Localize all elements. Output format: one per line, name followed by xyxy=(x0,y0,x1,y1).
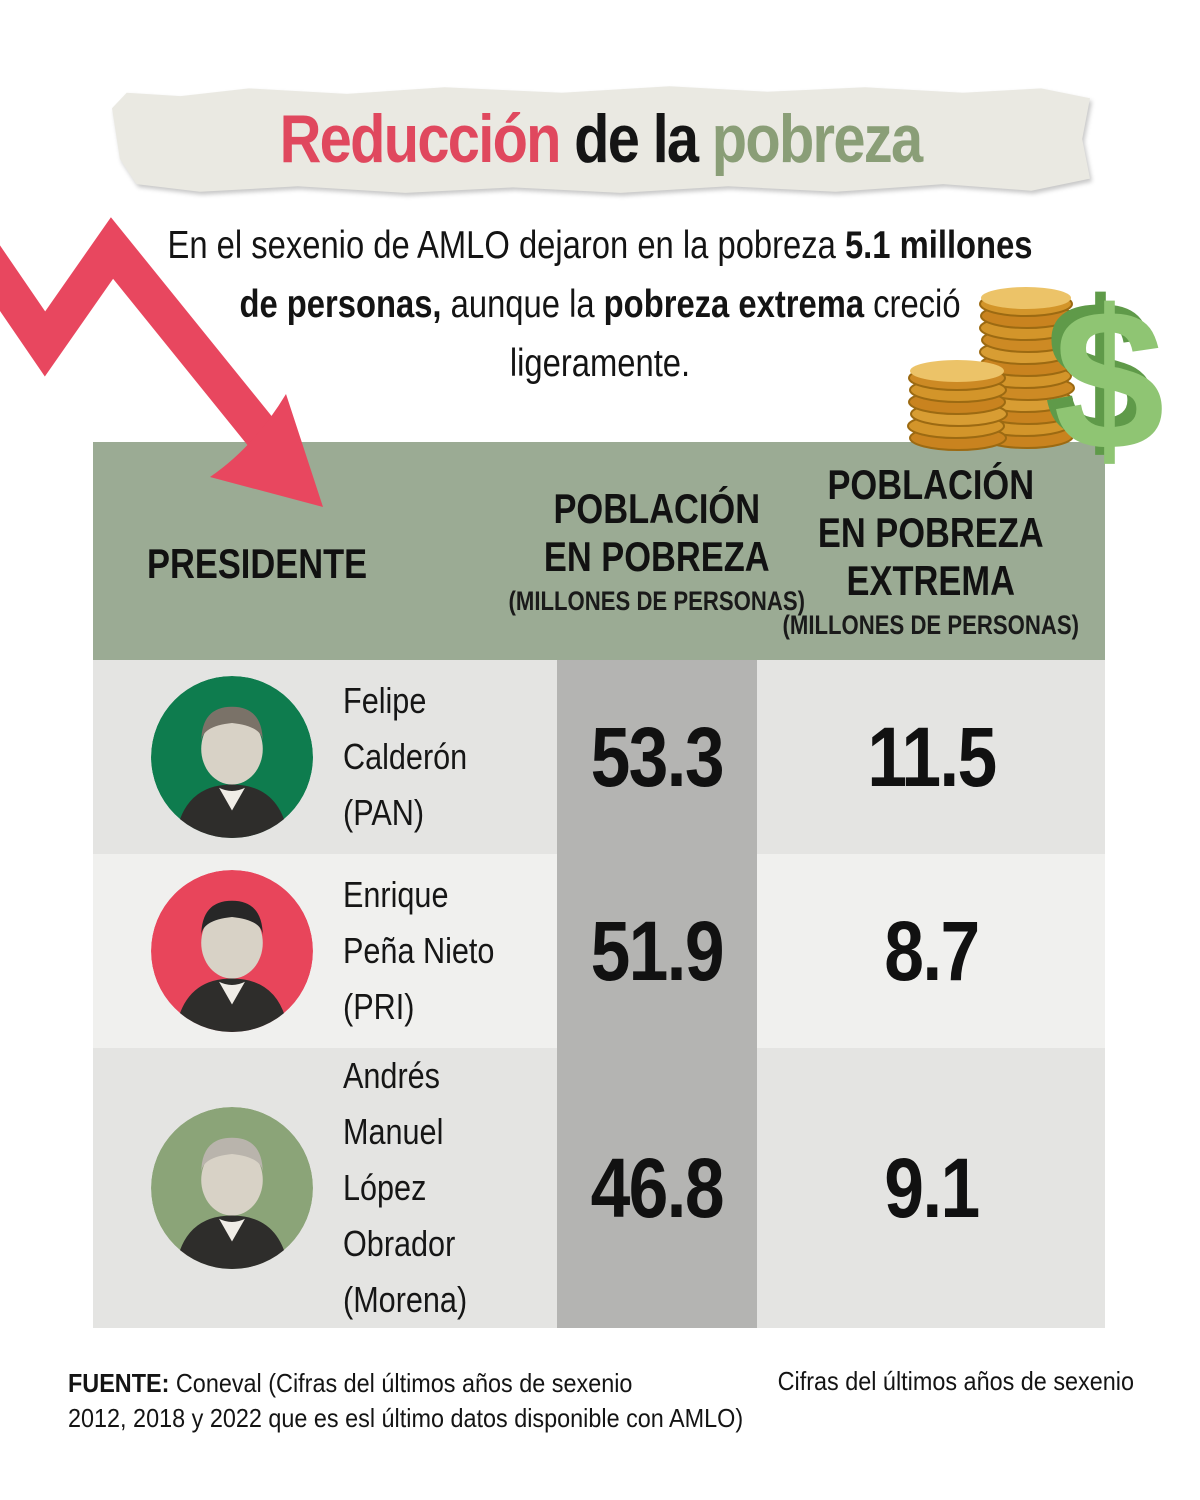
president-cell: Enrique Peña Nieto (PRI) xyxy=(93,854,557,1048)
pobreza-extrema-cell: 9.1 xyxy=(757,1048,1105,1328)
header-line: POBLACIÓN xyxy=(827,460,1035,508)
table-header: PRESIDENTE POBLACIÓN EN POBREZA (MILLONE… xyxy=(93,442,1105,660)
source-text: 2012, 2018 y 2022 que es esl último dato… xyxy=(68,1403,744,1433)
president-name: Felipe Calderón (PAN) xyxy=(343,680,468,833)
right-note: Cifras del últimos años de sexenio xyxy=(777,1366,1134,1396)
source-text: Coneval (Cifras del últimos años de sexe… xyxy=(169,1368,633,1398)
header-line: POBLACIÓN xyxy=(553,484,761,532)
president-cell: Andrés Manuel López Obrador (Morena) xyxy=(93,1048,557,1328)
source-note-line-1: FUENTE: Coneval (Cifras del últimos años… xyxy=(68,1366,743,1401)
person-icon xyxy=(151,676,313,838)
header-line: EN POBREZA xyxy=(544,532,770,580)
column-header-pobreza-text: POBLACIÓN EN POBREZA (MILLONES DE PERSON… xyxy=(509,485,805,618)
column-header-pobreza-extrema: POBLACIÓN EN POBREZA EXTREMA (MILLONES D… xyxy=(757,442,1105,660)
header-unit-note: (MILLONES DE PERSONAS) xyxy=(508,585,806,616)
subtitle-seg: En el sexenio de AMLO dejaron en la pobr… xyxy=(167,224,845,267)
subtitle-seg: ligeramente. xyxy=(509,342,691,385)
header-unit-note: (MILLONES DE PERSONAS) xyxy=(782,609,1080,640)
pobreza-cell: 51.9 xyxy=(557,854,757,1048)
subtitle-seg-bold: 5.1 millones xyxy=(844,224,1033,267)
table-row: Felipe Calderón (PAN) 53.3 11.5 xyxy=(93,660,1105,854)
source-label: FUENTE: xyxy=(68,1368,170,1398)
pobreza-cell: 46.8 xyxy=(557,1048,757,1328)
table-row: Enrique Peña Nieto (PRI) 51.9 8.7 xyxy=(93,854,1105,1048)
pobreza-value: 46.8 xyxy=(590,1140,725,1235)
title-paper-strip: Reducción de la pobreza xyxy=(112,84,1090,194)
president-name: Enrique Peña Nieto (PRI) xyxy=(343,874,495,1027)
subtitle-seg-bold: pobreza extrema xyxy=(603,283,865,326)
subtitle-seg: aunque la xyxy=(441,283,604,326)
column-header-pobreza-extrema-text: POBLACIÓN EN POBREZA EXTREMA (MILLONES D… xyxy=(783,461,1079,642)
avatar xyxy=(151,870,313,1032)
avatar xyxy=(151,1107,313,1269)
president-cell: Felipe Calderón (PAN) xyxy=(93,660,557,854)
subtitle: En el sexenio de AMLO dejaron en la pobr… xyxy=(121,216,1079,393)
pobreza-extrema-cell: 8.7 xyxy=(757,854,1105,1048)
person-icon xyxy=(151,1107,313,1269)
table-row: Andrés Manuel López Obrador (Morena) 46.… xyxy=(93,1048,1105,1328)
header-line: EXTREMA xyxy=(846,556,1016,604)
title-word-reduccion: Reducción xyxy=(280,101,562,177)
title-word-pobreza: pobreza xyxy=(712,101,923,177)
title-word-dela: de la xyxy=(560,101,713,177)
header-line: EN POBREZA xyxy=(818,508,1044,556)
avatar xyxy=(151,676,313,838)
person-icon xyxy=(151,870,313,1032)
title-paper: Reducción de la pobreza xyxy=(112,86,1090,193)
subtitle-line-3: ligeramente. xyxy=(121,334,1079,393)
subtitle-line-2: de personas, aunque la pobreza extrema c… xyxy=(121,275,1079,334)
president-name: Andrés Manuel López Obrador (Morena) xyxy=(343,1055,468,1320)
presidents-table: PRESIDENTE POBLACIÓN EN POBREZA (MILLONE… xyxy=(93,442,1105,1328)
pobreza-extrema-cell: 11.5 xyxy=(757,660,1105,854)
column-header-presidente: PRESIDENTE xyxy=(93,442,557,660)
pobreza-extrema-value: 9.1 xyxy=(883,1140,980,1235)
subtitle-seg: creció xyxy=(864,283,961,326)
subtitle-seg-bold: de personas, xyxy=(239,283,442,326)
column-header-pobreza: POBLACIÓN EN POBREZA (MILLONES DE PERSON… xyxy=(509,442,805,660)
pobreza-extrema-value: 8.7 xyxy=(883,903,980,998)
pobreza-value: 51.9 xyxy=(590,903,725,998)
subtitle-line-1: En el sexenio de AMLO dejaron en la pobr… xyxy=(121,216,1079,275)
pobreza-value: 53.3 xyxy=(590,709,725,804)
pobreza-extrema-value: 11.5 xyxy=(866,709,997,804)
page-title: Reducción de la pobreza xyxy=(280,100,924,178)
source-note-line-2: 2012, 2018 y 2022 que es esl último dato… xyxy=(68,1401,743,1436)
column-header-presidente-label: PRESIDENTE xyxy=(147,540,368,587)
pobreza-cell: 53.3 xyxy=(557,660,757,854)
source-note: FUENTE: Coneval (Cifras del últimos años… xyxy=(68,1366,743,1436)
